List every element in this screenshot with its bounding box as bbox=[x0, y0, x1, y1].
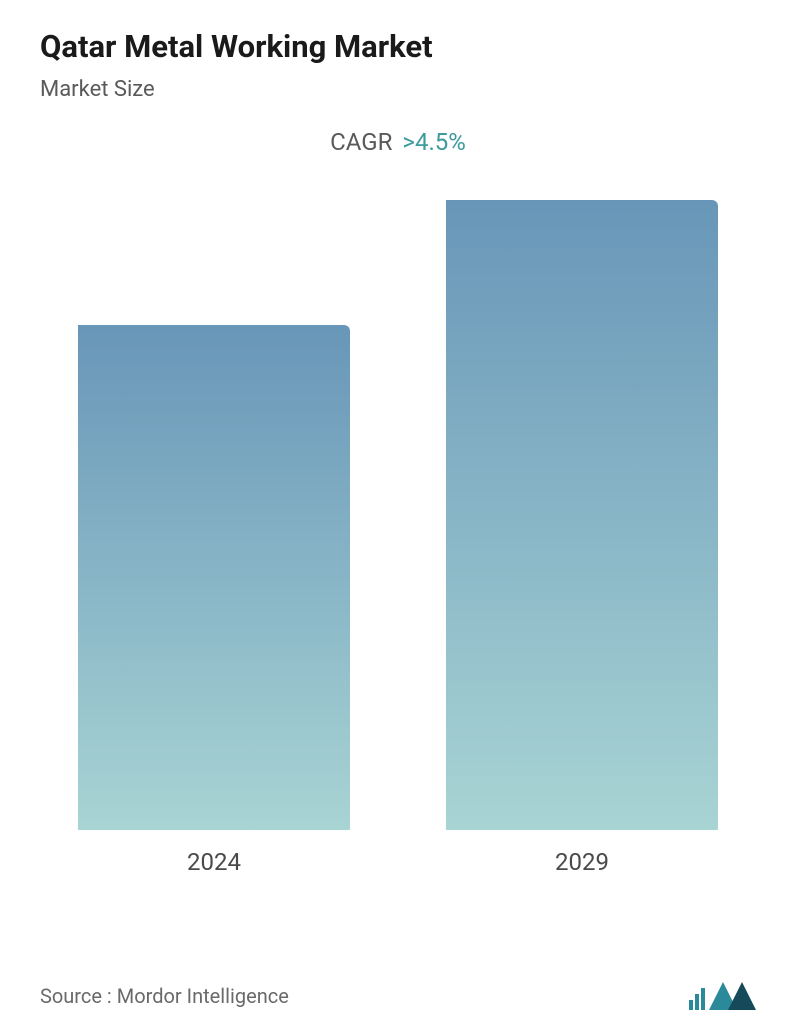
logo-triangles-icon bbox=[709, 982, 756, 1010]
cagr-row: CAGR >4.5% bbox=[40, 128, 756, 156]
cagr-label: CAGR bbox=[330, 128, 392, 156]
bar-label: 2029 bbox=[555, 848, 609, 876]
logo-bar-icon bbox=[701, 988, 705, 1010]
bar-label: 2024 bbox=[187, 848, 241, 876]
logo-bar-icon bbox=[695, 994, 699, 1010]
cagr-value: >4.5% bbox=[402, 128, 465, 156]
footer: Source : Mordor Intelligence bbox=[40, 982, 756, 1010]
logo-bar-icon bbox=[689, 1000, 693, 1010]
chart-title: Qatar Metal Working Market bbox=[40, 28, 756, 65]
bar-group: 2029 bbox=[446, 200, 718, 876]
source-name: Mordor Intelligence bbox=[117, 984, 289, 1008]
source-attribution: Source : Mordor Intelligence bbox=[40, 984, 289, 1008]
logo-triangle-right-icon bbox=[728, 982, 756, 1010]
chart-subtitle: Market Size bbox=[40, 77, 756, 102]
bar bbox=[78, 325, 350, 830]
source-label: Source : bbox=[40, 984, 112, 1008]
bar-group: 2024 bbox=[78, 325, 350, 876]
bar bbox=[446, 200, 718, 830]
mordor-logo-icon bbox=[689, 982, 756, 1010]
chart-area: 2024 2029 bbox=[40, 196, 756, 876]
